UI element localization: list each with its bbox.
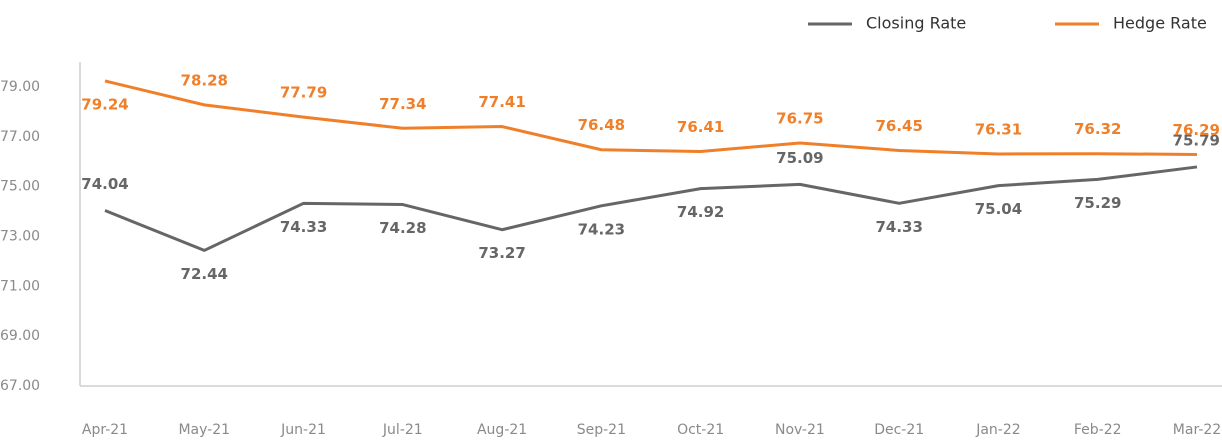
- x-tick-label: Aug-21: [477, 422, 527, 438]
- data-label: 75.29: [1074, 194, 1121, 212]
- data-label: 79.24: [81, 95, 128, 113]
- data-label: 75.04: [975, 200, 1022, 218]
- data-label: 76.75: [776, 110, 823, 128]
- y-tick-label: 67.00: [0, 378, 40, 394]
- y-tick-label: 73.00: [0, 228, 40, 244]
- x-tick-label: Apr-21: [82, 422, 128, 438]
- data-label: 76.41: [677, 118, 724, 136]
- data-label: 74.92: [677, 203, 724, 221]
- y-tick-label: 79.00: [0, 79, 40, 95]
- data-label: 72.44: [181, 265, 228, 283]
- x-tick-label: Jul-21: [382, 422, 423, 438]
- data-label: 74.33: [280, 218, 327, 236]
- x-tick-label: Dec-21: [874, 422, 924, 438]
- data-label: 73.27: [478, 244, 525, 262]
- data-label: 76.45: [875, 117, 922, 135]
- data-label: 78.28: [181, 71, 228, 89]
- series-line: [104, 165, 1198, 252]
- series-line: [104, 79, 1198, 156]
- data-label: 75.79: [1173, 131, 1220, 149]
- data-label: 77.79: [280, 84, 327, 102]
- x-tick-label: Jan-22: [975, 422, 1020, 438]
- data-label: 74.28: [379, 219, 426, 237]
- x-tick-label: Oct-21: [677, 422, 724, 438]
- data-label: 76.32: [1074, 120, 1121, 138]
- y-tick-label: 77.00: [0, 129, 40, 145]
- data-label: 75.09: [776, 149, 823, 167]
- data-label: 76.48: [578, 116, 625, 134]
- data-label: 74.23: [578, 220, 625, 238]
- data-label: 77.41: [478, 93, 525, 111]
- x-tick-label: Feb-22: [1074, 422, 1122, 438]
- x-tick-label: Sep-21: [577, 422, 626, 438]
- x-tick-label: Nov-21: [775, 422, 825, 438]
- y-tick-label: 69.00: [0, 328, 40, 344]
- data-label: 76.31: [975, 120, 1022, 138]
- data-label: 76.29: [1173, 121, 1220, 139]
- legend-label: Closing Rate: [866, 14, 966, 33]
- data-label: 74.04: [81, 175, 128, 193]
- data-label: 77.34: [379, 95, 426, 113]
- y-tick-label: 75.00: [0, 179, 40, 195]
- y-tick-label: 71.00: [0, 278, 40, 294]
- x-tick-label: May-21: [178, 422, 230, 438]
- x-tick-label: Mar-22: [1173, 422, 1221, 438]
- data-label: 74.33: [875, 218, 922, 236]
- x-tick-label: Jun-21: [280, 422, 326, 438]
- legend-label: Hedge Rate: [1113, 14, 1207, 33]
